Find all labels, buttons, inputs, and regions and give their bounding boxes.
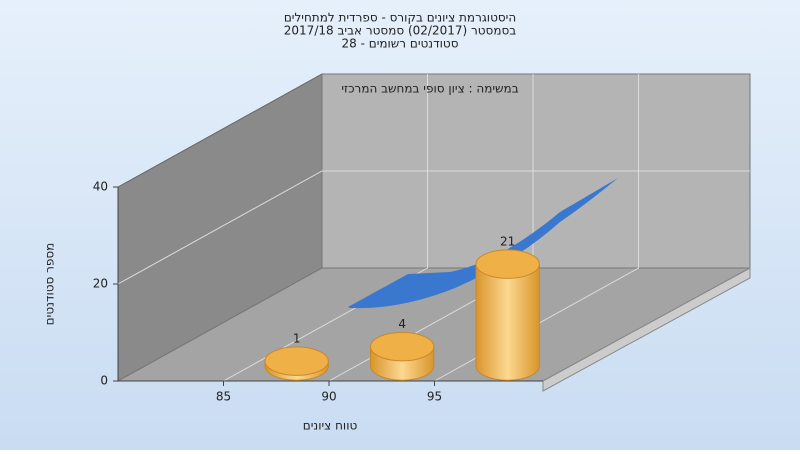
x-tick-label: 90 xyxy=(321,390,336,404)
grid-line xyxy=(117,170,750,285)
title-line: היסטוגרמת ציונים בקורס - ספרדית למתחילים xyxy=(284,11,516,25)
floor-edge xyxy=(542,267,751,392)
x-axis-label: טווח ציונים xyxy=(303,419,358,433)
y-axis-label: מספר סטודנטים xyxy=(43,243,57,326)
bar-body xyxy=(475,263,540,381)
x-tick-label: 95 xyxy=(427,390,442,404)
title-line: סטודנטים רשומים - 28 xyxy=(341,37,458,51)
bar xyxy=(475,249,540,381)
y-tick-label: 40 xyxy=(93,180,108,194)
bar-top xyxy=(370,331,435,362)
bar xyxy=(370,331,435,381)
curve xyxy=(348,178,618,309)
y-tick-label: 20 xyxy=(93,277,108,291)
title-line: בסמסטר (02/2017) סמסטר אביב 2017/18 xyxy=(284,24,516,38)
bar xyxy=(264,346,329,381)
y-tick-label: 0 xyxy=(100,374,108,388)
bar-top xyxy=(264,346,329,376)
value-label: 1 xyxy=(293,331,301,345)
x-tick-label: 85 xyxy=(216,390,231,404)
value-label: 21 xyxy=(500,234,515,248)
value-label: 4 xyxy=(398,317,406,331)
grid-line xyxy=(223,74,428,382)
bar-top xyxy=(475,249,540,279)
subtitle: במשימה : ציון סופי במחשב המרכזי xyxy=(341,82,518,96)
